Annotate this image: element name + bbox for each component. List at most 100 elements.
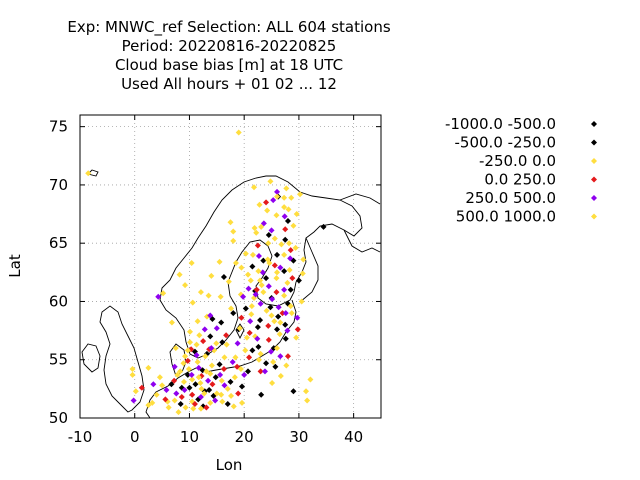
data-point xyxy=(257,368,264,375)
data-point xyxy=(216,258,223,265)
data-point xyxy=(284,353,291,360)
data-point xyxy=(194,318,201,325)
data-point xyxy=(290,222,297,229)
data-point xyxy=(260,257,267,264)
data-point xyxy=(283,362,290,369)
legend-label: 500.0 1000.0 xyxy=(456,208,556,226)
data-point xyxy=(260,220,267,227)
data-point xyxy=(184,371,191,378)
data-point xyxy=(282,310,289,317)
data-point xyxy=(281,292,288,299)
data-point xyxy=(243,334,250,341)
data-point xyxy=(203,404,210,411)
data-point xyxy=(270,197,277,204)
data-point xyxy=(285,206,292,213)
data-point xyxy=(193,352,200,359)
x-tick-label: -10 xyxy=(68,428,93,446)
data-point xyxy=(230,403,237,410)
data-point xyxy=(201,390,208,397)
legend-label: -500.0 -250.0 xyxy=(455,134,556,152)
data-point xyxy=(240,293,247,300)
data-point xyxy=(258,223,265,230)
data-point xyxy=(232,354,239,361)
data-point xyxy=(258,391,265,398)
data-point xyxy=(227,219,234,226)
data-point xyxy=(150,381,157,388)
data-point xyxy=(217,293,224,300)
data-point xyxy=(213,325,220,332)
data-point xyxy=(238,314,245,321)
data-point xyxy=(275,304,282,311)
data-point xyxy=(255,253,262,260)
data-point xyxy=(197,394,204,401)
coastline-ireland xyxy=(81,343,101,373)
legend-marker xyxy=(591,121,597,127)
data-point xyxy=(263,199,270,206)
data-point xyxy=(198,385,205,392)
coastline-denmark xyxy=(169,343,187,377)
data-point xyxy=(263,307,270,314)
data-point xyxy=(155,293,162,300)
data-point xyxy=(180,360,187,367)
data-point xyxy=(255,343,262,350)
data-point xyxy=(235,390,242,397)
data-point xyxy=(173,390,180,397)
data-point xyxy=(231,374,238,381)
plot-area xyxy=(80,115,381,418)
data-point xyxy=(197,405,204,412)
data-point xyxy=(160,290,167,297)
data-point xyxy=(271,318,278,325)
data-point xyxy=(213,340,220,347)
data-point xyxy=(264,207,271,214)
data-point xyxy=(283,185,290,192)
data-point xyxy=(208,345,215,352)
data-point xyxy=(238,264,245,271)
data-point xyxy=(304,397,311,404)
data-point xyxy=(286,266,293,273)
data-point xyxy=(85,170,92,177)
data-point xyxy=(242,250,249,257)
data-point xyxy=(284,218,291,225)
data-point xyxy=(232,260,239,267)
data-point xyxy=(288,194,295,201)
data-point xyxy=(171,377,178,384)
data-point xyxy=(230,228,237,235)
data-point xyxy=(267,348,274,355)
data-point xyxy=(163,387,170,394)
data-point xyxy=(234,363,241,370)
legend: -1000.0 -500.0-500.0 -250.0-250.0 0.00.0… xyxy=(445,115,597,226)
data-point xyxy=(275,313,282,320)
data-point xyxy=(320,223,327,230)
data-point xyxy=(251,225,258,232)
data-point xyxy=(184,347,191,354)
title-line-4: Used All hours + 01 02 ... 12 xyxy=(121,75,337,93)
data-point xyxy=(282,335,289,342)
data-point xyxy=(235,129,242,136)
data-point xyxy=(205,292,212,299)
data-point xyxy=(220,366,227,373)
data-point xyxy=(201,326,208,333)
data-point xyxy=(282,321,289,328)
data-point xyxy=(229,359,236,366)
data-point xyxy=(178,394,185,401)
data-point xyxy=(182,404,189,411)
data-point xyxy=(180,378,187,385)
data-point xyxy=(218,391,225,398)
coastline-kola xyxy=(339,193,381,205)
data-point xyxy=(246,329,253,336)
data-point xyxy=(213,390,220,397)
data-point xyxy=(205,377,212,384)
legend-label: -250.0 0.0 xyxy=(479,152,556,170)
data-point xyxy=(271,235,278,242)
data-point xyxy=(257,300,264,307)
data-point xyxy=(245,285,252,292)
data-point xyxy=(287,255,294,262)
data-point xyxy=(212,397,219,404)
data-point xyxy=(287,286,294,293)
data-point xyxy=(277,319,284,326)
data-point xyxy=(253,229,260,236)
data-point xyxy=(287,247,294,254)
data-point xyxy=(265,232,272,239)
legend-marker xyxy=(591,195,597,201)
